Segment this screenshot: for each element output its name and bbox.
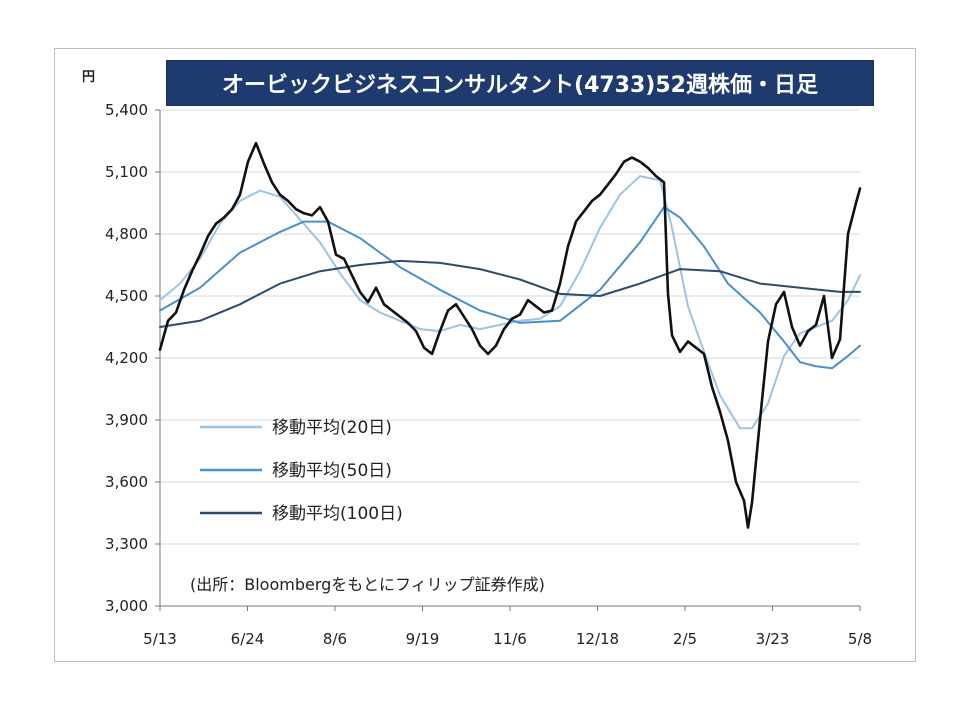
source-note: (出所：Bloombergをもとにフィリップ証券作成) <box>190 575 545 594</box>
y-tick-label: 5,100 <box>105 163 148 181</box>
x-tick-label: 5/13 <box>143 630 177 648</box>
legend-label: 移動平均(100日) <box>272 504 403 524</box>
x-tick-label: 8/6 <box>323 630 347 648</box>
series-layer <box>158 141 862 529</box>
y-tick-label: 3,000 <box>105 597 148 615</box>
moving-average-line <box>159 175 861 430</box>
legend: 移動平均(20日) 移動平均(50日) 移動平均(100日) <box>200 418 403 524</box>
y-tick-label: 4,200 <box>105 349 148 367</box>
x-tick-label: 12/18 <box>576 630 619 648</box>
x-tick-label: 2/5 <box>673 630 697 648</box>
moving-average-line <box>159 259 861 328</box>
x-tick-label: 11/6 <box>493 630 527 648</box>
axes: 3,000 3,300 3,600 3,900 4,200 4,500 4,800 5,100… <box>105 101 872 648</box>
x-tick-label: 5/8 <box>848 630 872 648</box>
y-unit-label: 円 <box>82 70 96 85</box>
y-tick-label: 4,500 <box>105 287 148 305</box>
y-tick-label: 4,800 <box>105 225 148 243</box>
price-series-line <box>158 141 862 529</box>
x-tick-label: 6/24 <box>231 630 265 648</box>
x-tick-label: 9/19 <box>406 630 440 648</box>
legend-label: 移動平均(20日) <box>272 418 392 438</box>
chart-frame <box>54 48 916 662</box>
grid-lines <box>160 109 860 607</box>
moving-average-line <box>159 206 861 370</box>
x-tick-label: 3/23 <box>756 630 790 648</box>
y-tick-label: 5,400 <box>105 101 148 119</box>
chart-title: オービックビジネスコンサルタント(4733)52週株価・日足 <box>166 60 874 106</box>
y-tick-label: 3,600 <box>105 473 148 491</box>
y-tick-label: 3,900 <box>105 411 148 429</box>
legend-label: 移動平均(50日) <box>272 461 392 481</box>
y-tick-label: 3,300 <box>105 535 148 553</box>
